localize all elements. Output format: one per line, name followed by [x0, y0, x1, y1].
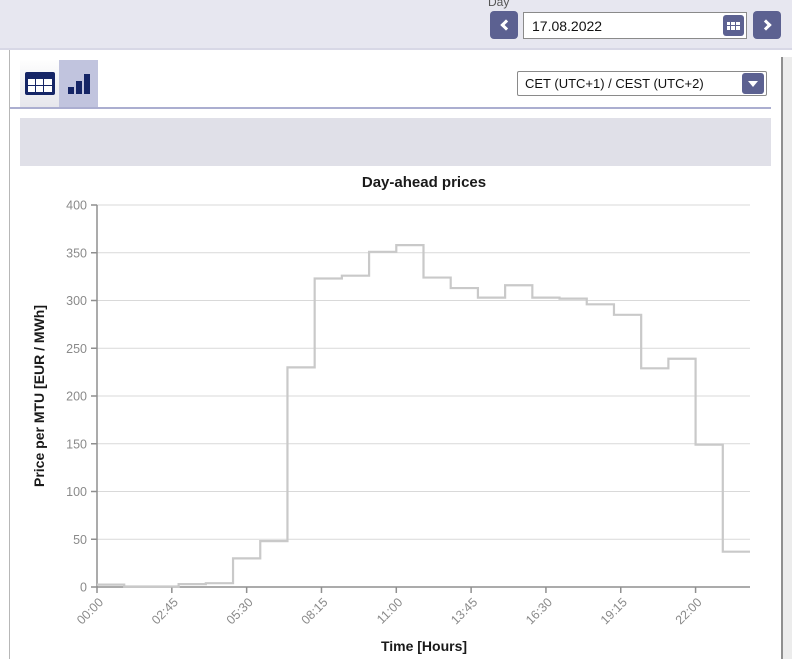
y-tick-label: 200: [66, 390, 87, 404]
x-tick-label: 19:15: [598, 595, 630, 627]
bar-chart-icon: [67, 73, 90, 94]
y-axis-title: Price per MTU [EUR / MWh]: [31, 305, 47, 487]
x-axis-title: Time [Hours]: [381, 638, 467, 654]
day-label: Day: [488, 0, 510, 9]
x-tick-label: 16:30: [523, 595, 555, 627]
timezone-selected-value: CET (UTC+1) / CEST (UTC+2): [525, 76, 704, 91]
vertical-scrollbar[interactable]: [781, 57, 792, 659]
x-tick-label: 02:45: [149, 595, 181, 627]
next-day-button[interactable]: [753, 11, 781, 39]
chevron-right-icon: [759, 19, 772, 31]
x-tick-label: 00:00: [74, 595, 106, 627]
x-tick-label: 13:45: [448, 595, 480, 627]
chart-view-button[interactable]: [59, 60, 98, 107]
content-left-border: [9, 50, 10, 659]
y-tick-label: 0: [80, 581, 87, 595]
table-grid-icon: [24, 72, 55, 95]
calendar-picker-button[interactable]: [723, 15, 744, 36]
y-tick-label: 50: [73, 533, 87, 547]
view-toggle-toolbar: [20, 60, 98, 107]
chevron-down-icon: [748, 80, 758, 87]
y-tick-label: 400: [66, 199, 87, 213]
calendar-icon: [727, 21, 740, 30]
date-navigation-header: Day: [0, 0, 792, 50]
chart-card-header-band: [20, 118, 771, 166]
x-tick-label: 11:00: [374, 595, 405, 626]
timezone-select[interactable]: CET (UTC+1) / CEST (UTC+2): [517, 71, 767, 96]
toolbar-underline: [10, 107, 771, 109]
y-tick-label: 250: [66, 342, 87, 356]
table-view-button[interactable]: [20, 60, 59, 107]
price-step-line: [97, 244, 750, 588]
previous-day-button[interactable]: [490, 11, 518, 39]
date-input[interactable]: [524, 13, 746, 38]
chart-plot-area: 0 50 100 150 200 250 300 350 400 00:00 02:45 05:30 0…: [66, 199, 750, 627]
y-tick-label: 350: [66, 246, 87, 260]
x-tick-label: 05:30: [224, 595, 256, 627]
timezone-dropdown-button[interactable]: [742, 73, 764, 94]
x-tick-label: 22:00: [673, 595, 705, 627]
y-tick-label: 300: [66, 294, 87, 308]
y-tick-label: 150: [66, 437, 87, 451]
x-tick-label: 08:15: [299, 595, 331, 627]
day-ahead-prices-chart: Day-ahead prices Price per MTU [EUR / MW…: [31, 174, 750, 654]
date-field-wrapper: [523, 12, 747, 39]
chevron-left-icon: [499, 19, 512, 31]
y-tick-label: 100: [66, 485, 87, 499]
chart-title: Day-ahead prices: [362, 174, 486, 191]
